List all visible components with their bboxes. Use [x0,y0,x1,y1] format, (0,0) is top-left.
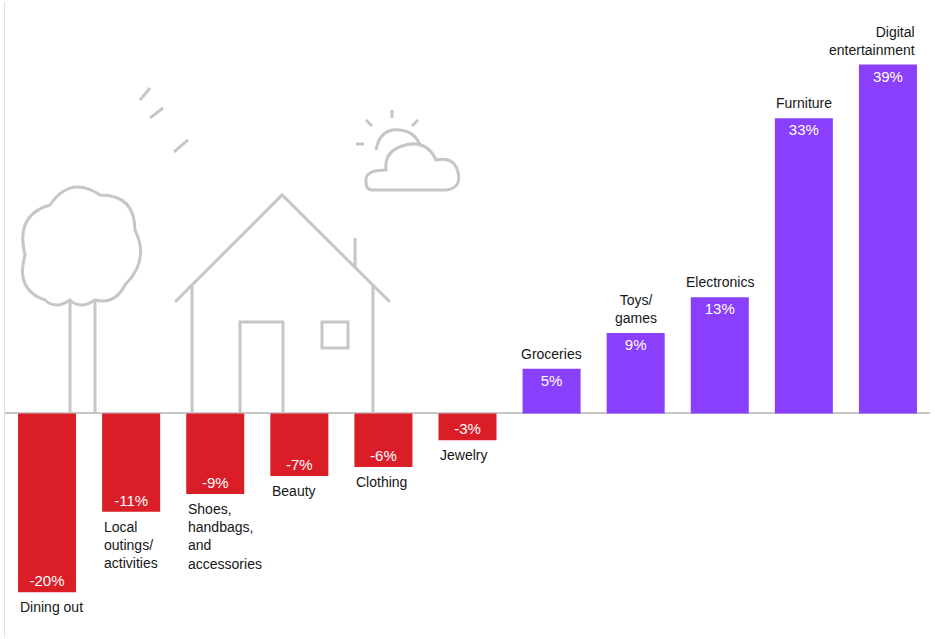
svg-text:Localoutings/activities: Localoutings/activities [104,519,158,571]
svg-text:Furniture: Furniture [776,95,832,111]
svg-text:Electronics: Electronics [686,274,754,290]
svg-text:-9%: -9% [202,474,229,491]
svg-text:Beauty: Beauty [272,483,316,499]
svg-text:33%: 33% [789,121,819,138]
svg-text:-3%: -3% [454,420,481,437]
svg-text:5%: 5% [541,372,563,389]
svg-text:-11%: -11% [114,492,148,509]
svg-text:39%: 39% [873,68,903,85]
svg-text:9%: 9% [625,336,647,353]
svg-text:Digitalentertainment: Digitalentertainment [829,24,915,58]
svg-text:13%: 13% [705,300,735,317]
svg-text:Clothing: Clothing [356,474,407,490]
svg-text:Groceries: Groceries [521,346,582,362]
svg-text:-7%: -7% [286,456,313,473]
svg-text:Toys/games: Toys/games [615,292,657,326]
svg-text:-6%: -6% [370,447,397,464]
svg-text:-20%: -20% [30,572,65,589]
svg-text:Dining out: Dining out [20,599,83,615]
svg-text:Jewelry: Jewelry [440,447,487,463]
svg-text:Shoes,handbags,andaccessories: Shoes,handbags,andaccessories [188,501,262,572]
